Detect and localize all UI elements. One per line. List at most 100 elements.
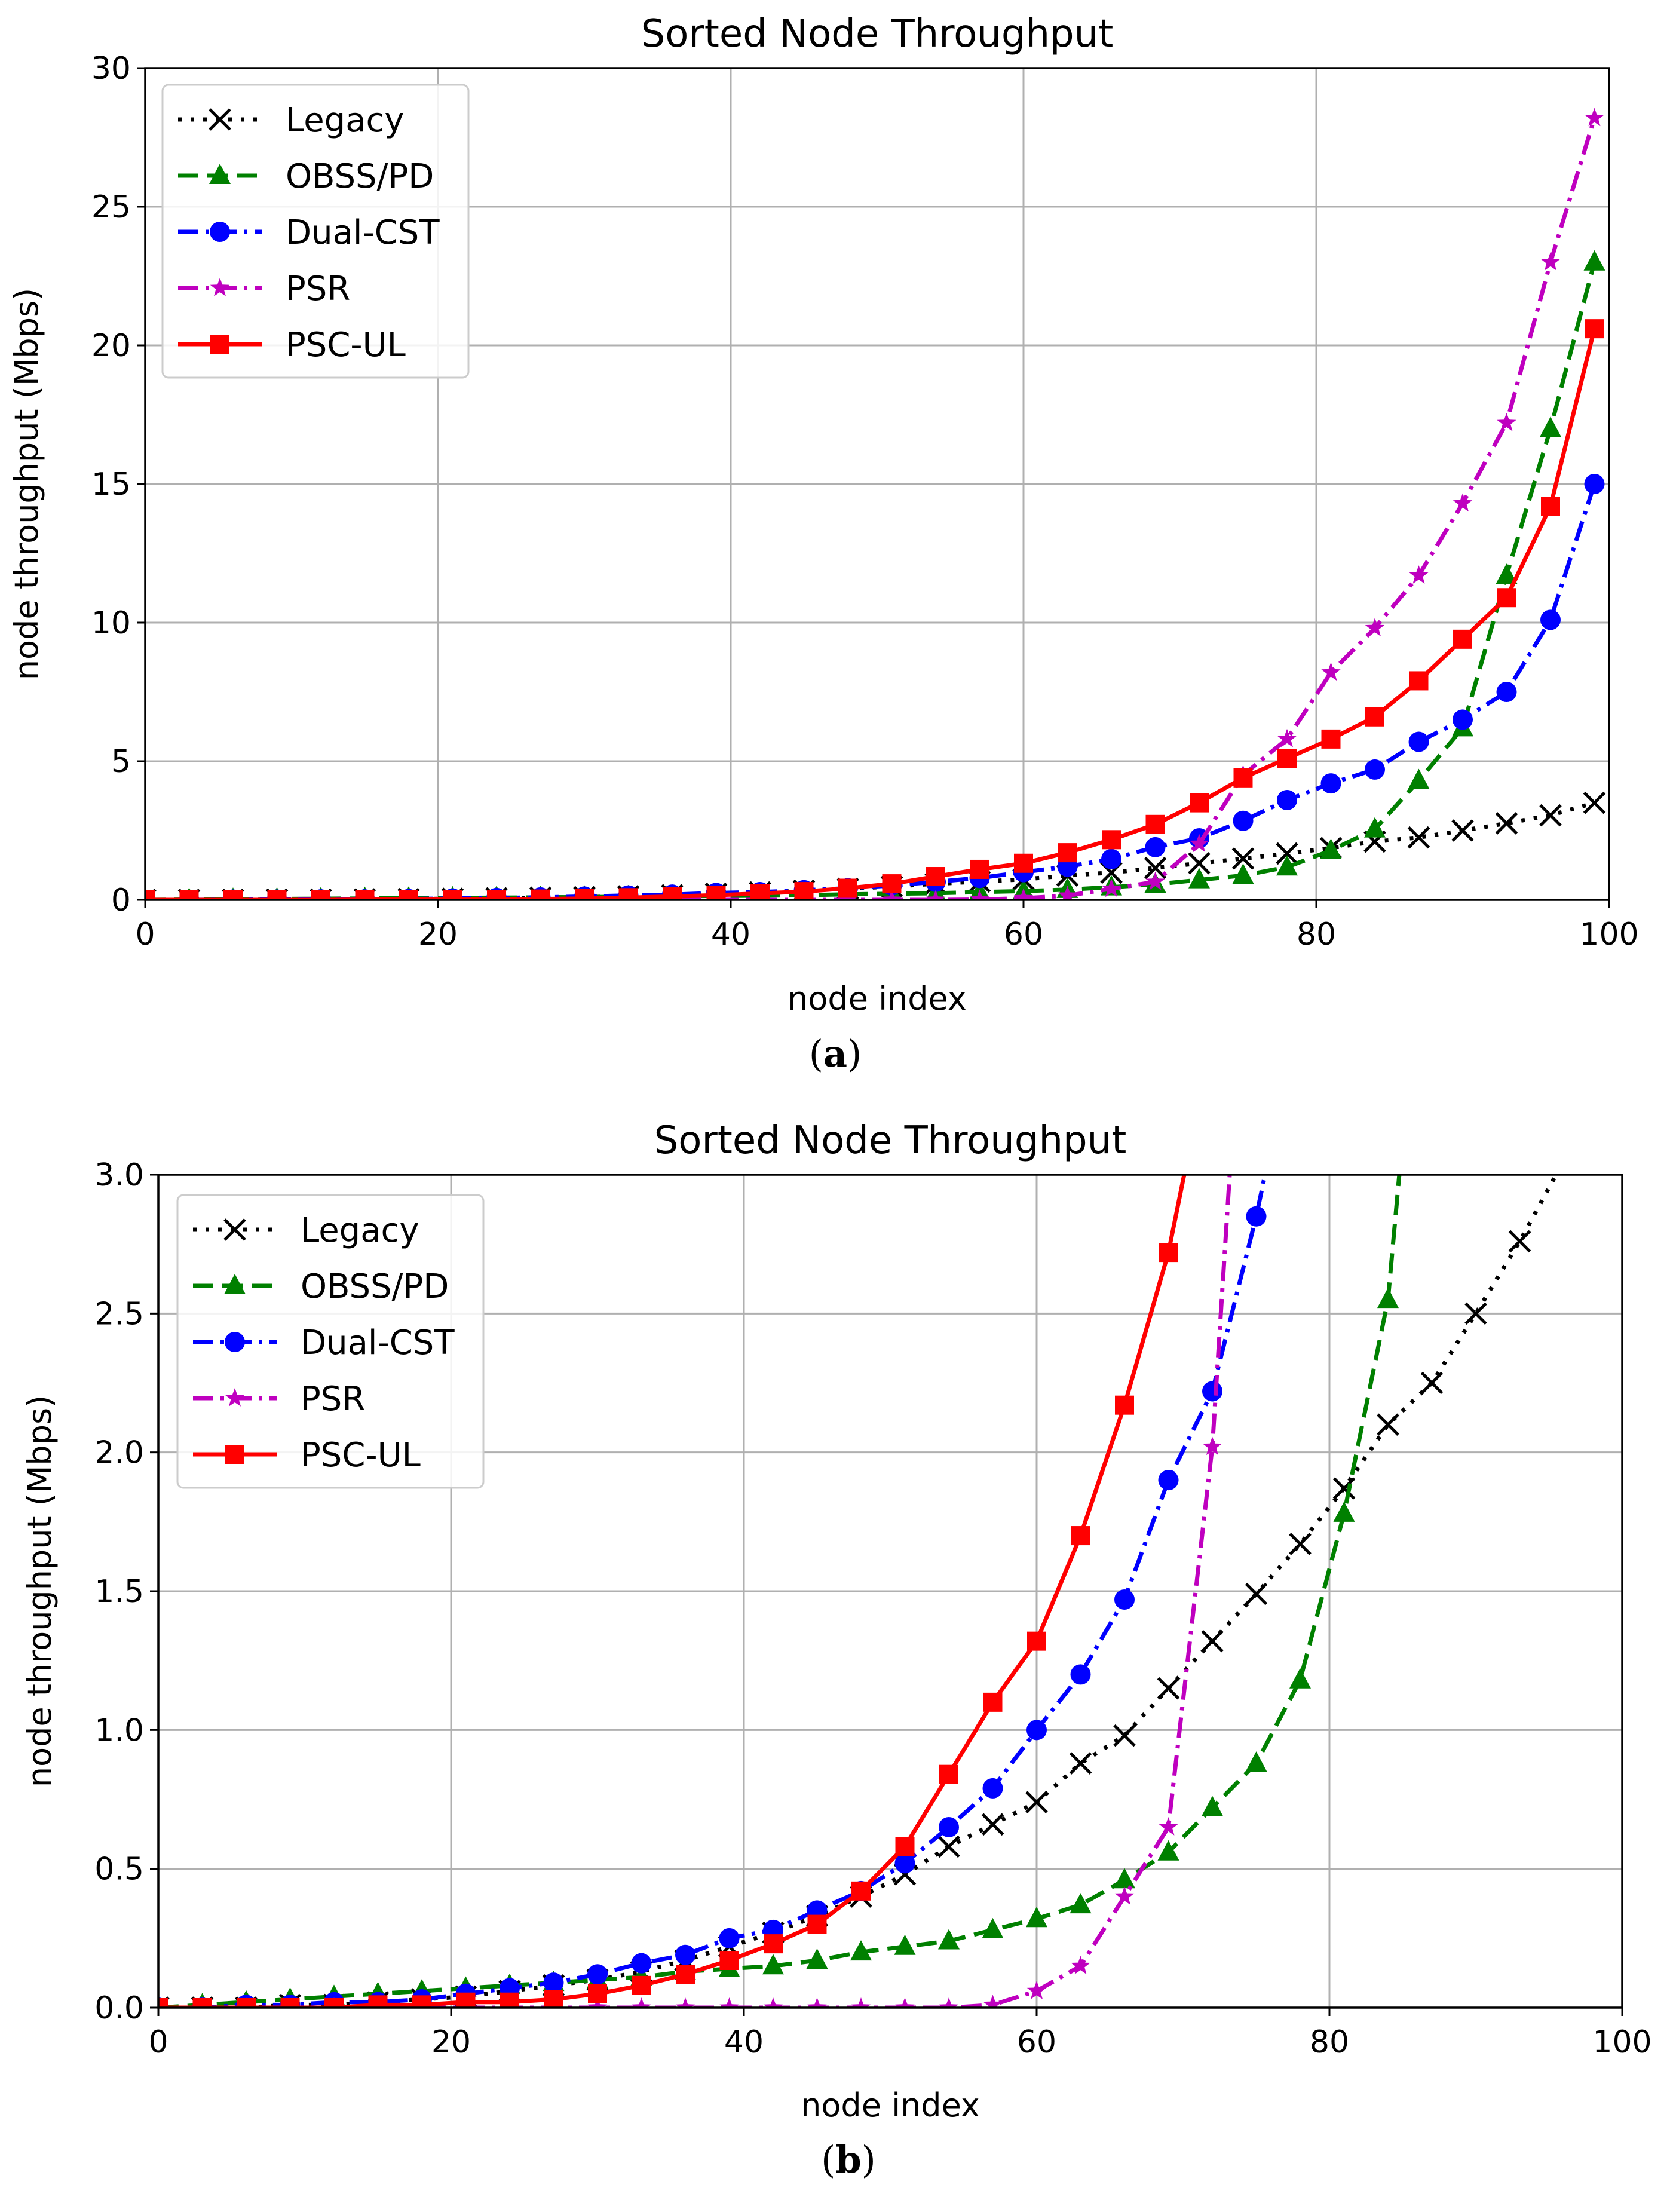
legend-label: Legacy: [286, 101, 404, 140]
data-point: [970, 889, 989, 900]
y-tick-label: 0: [111, 883, 131, 918]
data-point: [618, 888, 638, 900]
data-point: [456, 1992, 476, 2008]
data-point: [1014, 853, 1033, 873]
y-tick-label: 2.5: [94, 1296, 144, 1332]
data-point: [1070, 1893, 1092, 1914]
data-point: [311, 890, 330, 900]
x-tick-label: 100: [1579, 917, 1638, 952]
data-point: [179, 890, 199, 900]
y-tick-label: 5: [111, 744, 131, 780]
data-point: [1377, 1288, 1399, 1309]
data-point: [926, 867, 945, 887]
data-point: [1539, 804, 1562, 827]
x-tick-label: 80: [1310, 2024, 1349, 2060]
data-point: [267, 890, 287, 900]
series-line: [145, 117, 1597, 900]
data-point: [794, 882, 814, 900]
data-point: [1231, 847, 1255, 870]
data-point: [1233, 768, 1253, 788]
data-point: [1188, 851, 1211, 875]
data-point: [981, 1813, 1004, 1836]
data-point: [937, 1835, 960, 1858]
legend-marker: [210, 335, 229, 354]
x-tick-label: 0: [135, 917, 155, 952]
data-point: [894, 1853, 915, 1874]
legend-label: Dual-CST: [301, 1323, 455, 1362]
x-tick-label: 80: [1297, 917, 1336, 952]
data-point: [895, 1837, 915, 1856]
data-point: [926, 890, 946, 900]
x-tick-label: 100: [1592, 2024, 1651, 2060]
data-point: [1157, 1677, 1180, 1700]
data-point: [675, 1944, 695, 1965]
y-axis-label: node throughput (Mbps): [21, 1395, 59, 1787]
data-point: [1159, 1817, 1178, 1836]
data-point: [894, 1934, 916, 1955]
data-point: [1495, 812, 1518, 835]
data-point: [487, 890, 506, 900]
data-point: [543, 1972, 564, 1993]
data-point: [399, 890, 418, 900]
data-point: [1069, 1752, 1092, 1775]
legend-marker: [225, 1332, 245, 1352]
x-tick-label: 60: [1004, 917, 1043, 952]
x-axis-label: node index: [787, 980, 967, 1018]
data-point: [1541, 497, 1560, 516]
data-point: [1145, 837, 1166, 857]
data-point: [1071, 1526, 1090, 1546]
data-point: [1276, 842, 1298, 865]
y-tick-label: 0.5: [94, 1852, 144, 1888]
legend-marker: [209, 108, 231, 131]
panel-caption: (b): [821, 2138, 876, 2182]
data-point: [1584, 474, 1605, 494]
x-tick-label: 20: [431, 2024, 471, 2060]
data-point: [531, 889, 550, 900]
data-point: [1407, 826, 1430, 849]
data-point: [1497, 588, 1516, 608]
data-point: [412, 1995, 431, 2008]
data-point: [1058, 843, 1077, 863]
data-point: [706, 886, 726, 900]
data-point: [1365, 707, 1384, 727]
data-point: [1540, 252, 1561, 271]
data-point: [1453, 493, 1473, 512]
panel-caption: (a): [809, 1032, 862, 1076]
data-point: [588, 1984, 607, 2003]
series-psc-ul: [158, 1175, 1187, 2008]
data-point: [1114, 1868, 1135, 1889]
data-point: [223, 890, 243, 900]
data-point: [764, 1934, 783, 1954]
data-point: [1364, 817, 1386, 838]
chart-panel-b: 0 20 40 60 80 100 0.0 0.5 1.0 1.5 2.0 2.5 3.0 Sorted …: [21, 1119, 1652, 2182]
data-point: [763, 1997, 783, 2008]
data-point: [851, 1881, 871, 1901]
legend-marker: [210, 222, 230, 242]
data-point: [719, 1928, 740, 1948]
data-point: [368, 1995, 388, 2008]
data-point: [1583, 250, 1605, 271]
data-point: [192, 1998, 212, 2008]
legend-label: Legacy: [301, 1211, 419, 1250]
data-point: [1277, 789, 1297, 810]
data-point: [1540, 416, 1561, 437]
data-point: [1058, 886, 1077, 900]
data-point: [939, 1764, 958, 1784]
series-line: [158, 1175, 1187, 2008]
legend-label: PSC-UL: [286, 326, 406, 364]
y-tick-label: 3.0: [94, 1157, 144, 1193]
x-tick-label: 60: [1017, 2024, 1056, 2060]
data-point: [1245, 1751, 1267, 1772]
y-tick-label: 10: [91, 605, 131, 641]
data-point: [676, 1965, 695, 1984]
series-line: [158, 1175, 1267, 2008]
y-tick-label: 2.0: [94, 1435, 144, 1471]
data-point: [1071, 1956, 1090, 1975]
legend: Legacy OBSS/PD Dual-CST PSR PSC-UL: [176, 1194, 485, 1489]
data-point: [882, 874, 902, 894]
data-point: [1026, 1981, 1047, 1999]
legend-label: PSR: [301, 1380, 365, 1419]
data-point: [838, 878, 857, 898]
y-tick-label: 20: [91, 328, 131, 364]
